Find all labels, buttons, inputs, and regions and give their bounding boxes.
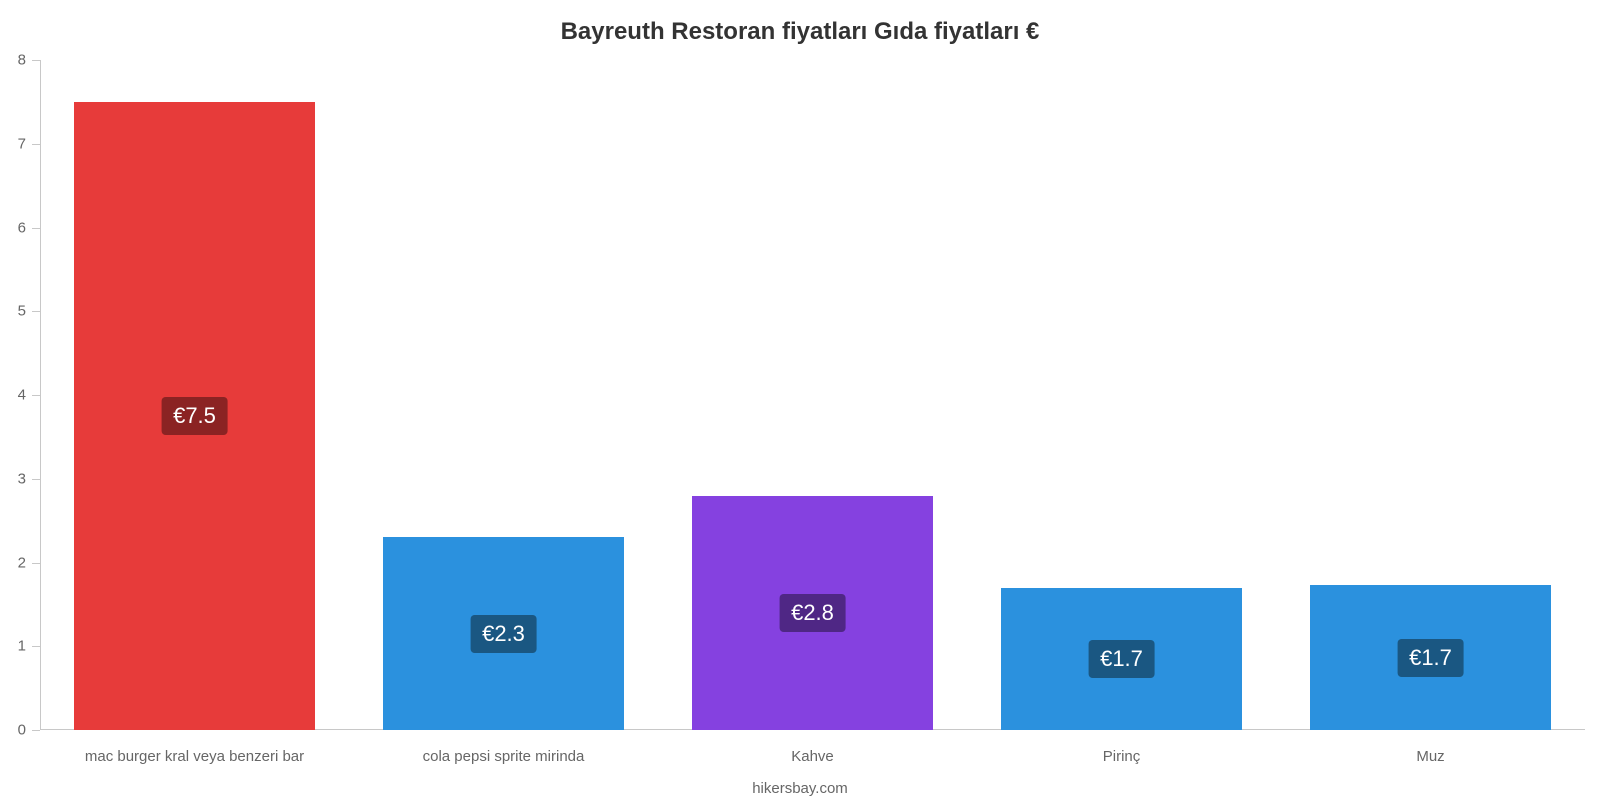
bar-value-label: €7.5: [161, 397, 228, 435]
y-tick-label: 8: [0, 52, 26, 69]
x-category-label: Kahve: [791, 748, 834, 765]
bar-value-label: €2.3: [470, 615, 537, 653]
chart-title: Bayreuth Restoran fiyatları Gıda fiyatla…: [0, 18, 1600, 46]
y-tick: [32, 395, 40, 396]
y-tick-label: 7: [0, 135, 26, 152]
y-tick-label: 4: [0, 387, 26, 404]
y-tick: [32, 646, 40, 647]
y-tick: [32, 563, 40, 564]
y-tick: [32, 144, 40, 145]
bar-value-label: €2.8: [779, 594, 846, 632]
bar-value-label: €1.7: [1088, 640, 1155, 678]
chart-credit: hikersbay.com: [0, 780, 1600, 797]
bar-value-label: €1.7: [1397, 639, 1464, 677]
y-tick: [32, 311, 40, 312]
y-tick-label: 2: [0, 554, 26, 571]
x-category-label: Muz: [1416, 748, 1444, 765]
x-category-label: cola pepsi sprite mirinda: [423, 748, 585, 765]
y-tick: [32, 479, 40, 480]
y-tick: [32, 60, 40, 61]
y-tick-label: 1: [0, 638, 26, 655]
y-tick-label: 3: [0, 470, 26, 487]
x-category-label: mac burger kral veya benzeri bar: [85, 748, 304, 765]
y-tick: [32, 730, 40, 731]
x-category-label: Pirinç: [1103, 748, 1141, 765]
y-axis-line: [40, 60, 41, 730]
plot-area: 012345678€7.5mac burger kral veya benzer…: [40, 60, 1585, 730]
y-tick-label: 5: [0, 303, 26, 320]
y-tick-label: 6: [0, 219, 26, 236]
price-bar-chart: Bayreuth Restoran fiyatları Gıda fiyatla…: [0, 0, 1600, 800]
y-tick: [32, 228, 40, 229]
y-tick-label: 0: [0, 722, 26, 739]
